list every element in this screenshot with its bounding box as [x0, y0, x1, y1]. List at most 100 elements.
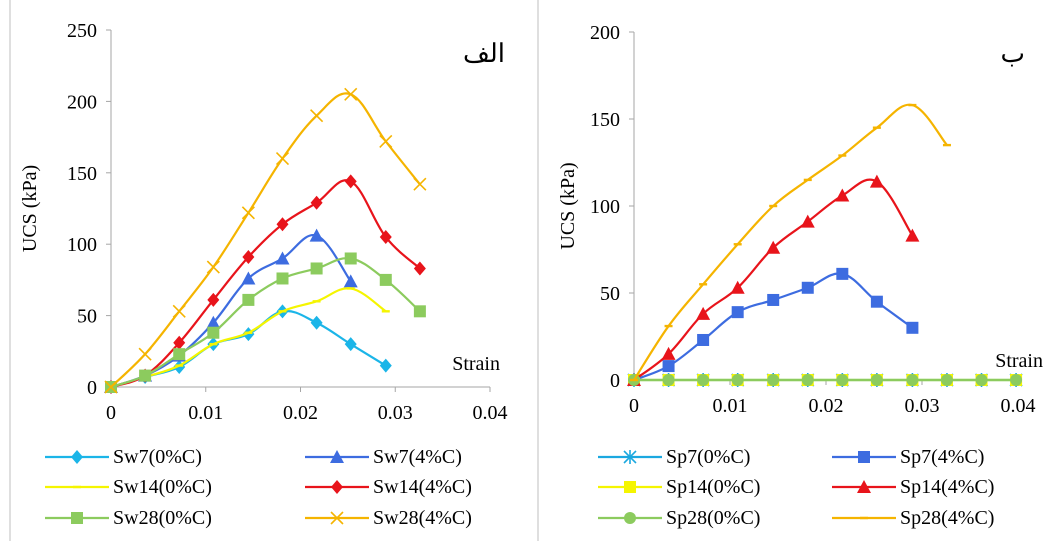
data-point — [697, 374, 710, 386]
legend-label: Sp7(0%C) — [666, 446, 750, 468]
legend: Sp7(0%C) Sp7(4%C) Sp14(0%C) Sp14(4%C) Sp28(0… — [598, 446, 994, 529]
legend-item: Sp7(4%C) — [832, 446, 984, 468]
legend-label: Sw7(0%C) — [113, 446, 202, 468]
axes: 0 50 100 150 200 0 0.01 0.02 0.03 0.04 — [590, 22, 1036, 417]
data-point — [207, 292, 220, 307]
series-Sp7(4%C) — [628, 267, 919, 386]
data-point — [870, 295, 883, 308]
legend-label: Sw28(0%C) — [113, 507, 212, 529]
data-point — [905, 228, 920, 242]
x-tick-label: 0.01 — [188, 402, 223, 424]
data-point — [662, 374, 675, 386]
legend-label: Sp28(4%C) — [900, 507, 994, 529]
chart-panel-left: 0 50 100 150 200 250 0 0.01 0.02 0.03 0.04 UCS (kPa… — [9, 0, 508, 541]
series-line — [110, 257, 421, 389]
data-point — [836, 267, 849, 280]
data-point — [835, 188, 850, 202]
data-point — [379, 230, 392, 245]
data-point — [801, 374, 814, 386]
legend-marker — [624, 481, 636, 493]
series-line — [633, 178, 914, 381]
legend-item: Sw28(4%C) — [305, 507, 472, 529]
y-axis-label: UCS (kPa) — [19, 165, 41, 252]
legend-item: Sw7(4%C) — [305, 446, 462, 468]
data-point — [696, 306, 711, 320]
legend-marker — [623, 450, 637, 464]
legend-marker — [71, 512, 83, 524]
y-tick-label: 100 — [590, 196, 620, 218]
y-tick-label: 150 — [67, 163, 97, 185]
x-axis-label: Strain — [995, 350, 1043, 372]
data-point — [975, 374, 988, 386]
data-point — [343, 274, 358, 288]
legend-item: Sp28(0%C) — [598, 507, 760, 529]
data-point — [276, 272, 289, 285]
y-tick-label: 250 — [67, 20, 97, 42]
series-Sw7(4%C) — [104, 228, 358, 393]
data-point — [413, 261, 426, 276]
y-tick-label: 100 — [67, 234, 97, 256]
axes: 0 50 100 150 200 250 0 0.01 0.02 0.03 0.04 — [67, 20, 508, 424]
legend-marker — [858, 451, 870, 463]
data-point — [379, 273, 392, 286]
data-point — [1010, 374, 1023, 386]
series-Sp28(0%C) — [628, 374, 1023, 386]
legend-label: Sp14(4%C) — [900, 476, 994, 498]
data-point — [836, 374, 849, 386]
y-tick-label: 200 — [590, 22, 620, 44]
data-point — [662, 360, 675, 373]
data-point — [940, 374, 953, 386]
data-point — [207, 326, 220, 339]
data-point — [275, 151, 290, 166]
data-point — [309, 228, 324, 242]
series-Sp14(4%C) — [627, 174, 920, 386]
data-point — [344, 337, 357, 352]
legend-label: Sw14(0%C) — [113, 476, 212, 498]
y-tick-label: 50 — [600, 283, 620, 305]
panel-corner-label: الف — [463, 39, 505, 68]
series-line — [110, 92, 421, 388]
legend: Sw7(0%C) Sw7(4%C) Sw14(0%C) Sw14(4%C) Sw28(0… — [45, 446, 472, 529]
x-tick-label: 0.04 — [473, 402, 508, 424]
x-tick-label: 0.03 — [905, 395, 940, 417]
legend-item: Sw7(0%C) — [45, 446, 202, 468]
data-point — [310, 195, 323, 210]
data-point — [344, 252, 357, 265]
y-tick-label: 150 — [590, 109, 620, 131]
data-point — [173, 335, 186, 350]
legend-label: Sp7(4%C) — [900, 446, 984, 468]
legend-item: Sp7(0%C) — [598, 446, 750, 468]
series-Sw14(0%C) — [107, 287, 390, 389]
legend-label: Sw7(4%C) — [373, 446, 462, 468]
data-point — [661, 346, 676, 360]
data-point — [275, 251, 290, 265]
data-point — [379, 358, 392, 373]
series-Sp28(4%C) — [630, 103, 951, 382]
series-line — [110, 234, 352, 389]
legend-marker — [330, 450, 344, 463]
legend-marker — [857, 480, 871, 493]
data-point — [242, 250, 255, 265]
data-point — [869, 174, 884, 188]
y-tick-label: 50 — [77, 306, 97, 328]
legend-marker — [71, 450, 83, 464]
panel-corner-label: ب — [1001, 39, 1025, 68]
data-point — [767, 374, 780, 386]
x-tick-label: 0.01 — [713, 395, 748, 417]
chart-panel-right: 0 50 100 150 200 0 0.01 0.02 0.03 0.04 UCS (kPa) St… — [537, 0, 1043, 541]
data-point — [731, 374, 744, 386]
legend-item: Sp28(4%C) — [832, 507, 994, 529]
legend-marker — [331, 480, 343, 494]
data-point — [241, 271, 256, 285]
data-point — [906, 321, 919, 334]
x-tick-label: 0.02 — [283, 402, 318, 424]
data-point — [731, 306, 744, 319]
legend-item: Sw28(0%C) — [45, 507, 212, 529]
series-line — [110, 179, 421, 389]
legend-label: Sp28(0%C) — [666, 507, 760, 529]
data-point — [870, 374, 883, 386]
data-point — [138, 347, 152, 361]
data-point — [276, 217, 289, 232]
legend-item: Sp14(0%C) — [598, 476, 760, 498]
